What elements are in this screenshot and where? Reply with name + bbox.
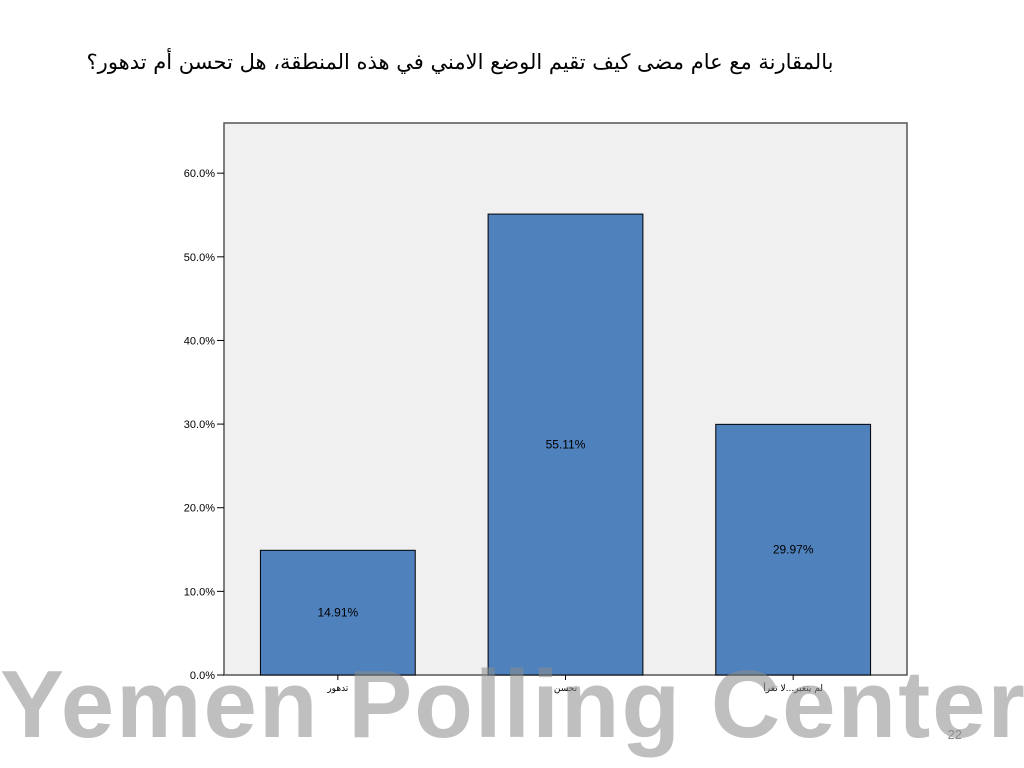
y-tick-label: 30.0% xyxy=(184,419,215,431)
data-label: 55.11% xyxy=(546,438,586,452)
chart-title: بالمقارنة مع عام مضى كيف تقيم الوضع الام… xyxy=(86,50,834,74)
x-tick-label: تدهور xyxy=(326,684,348,694)
y-tick-label: 40.0% xyxy=(184,335,215,347)
bar xyxy=(259,549,416,676)
y-tick-label: 60.0% xyxy=(184,168,215,180)
y-tick-label: 0.0% xyxy=(190,670,215,682)
y-tick-label: 20.0% xyxy=(184,503,215,515)
data-label: 14.91% xyxy=(317,606,358,620)
data-labels: 14.91% 55.11% 29.97% xyxy=(317,438,813,620)
data-label: 29.97% xyxy=(773,543,814,557)
y-tick-label: 50.0% xyxy=(184,252,215,264)
y-tick-label: 10.0% xyxy=(184,586,215,598)
x-axis: تدهور تحسن لم يتغير...لا تغرأ xyxy=(326,675,823,694)
page-number: 22 xyxy=(947,727,962,742)
x-tick-label: لم يتغير...لا تغرأ xyxy=(763,682,823,694)
x-tick-label: تحسن xyxy=(554,684,578,694)
y-axis: 0.0% 10.0% 20.0% 30.0% 40.0% 50.0% 60.0% xyxy=(184,168,224,682)
bar xyxy=(715,423,872,676)
